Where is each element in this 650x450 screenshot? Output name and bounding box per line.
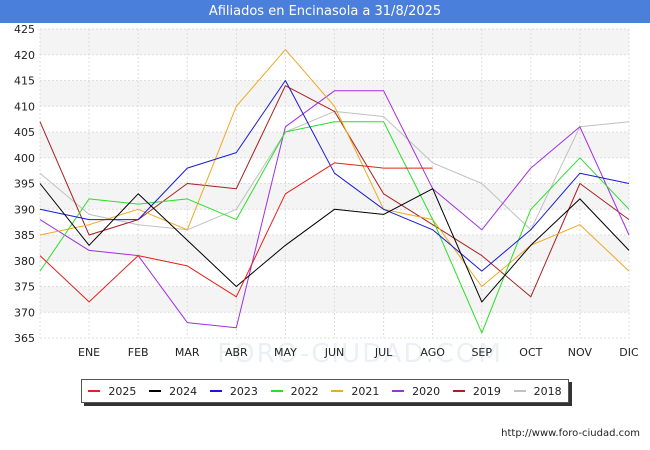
legend-item-2025: 2025 <box>88 385 136 398</box>
legend-swatch <box>270 390 283 392</box>
x-tick-label: SEP <box>471 346 492 359</box>
series-line-2022 <box>39 121 630 334</box>
legend-item-2019: 2019 <box>452 384 501 398</box>
y-tick-label: 410 <box>14 100 35 113</box>
x-tick-label: ABR <box>225 346 248 359</box>
legend-label: 2023 <box>229 384 258 398</box>
y-tick-label: 395 <box>14 178 35 191</box>
y-tick-label: 420 <box>14 49 35 62</box>
x-tick-label: NOV <box>568 346 593 359</box>
series-line-2024 <box>39 183 630 303</box>
y-tick-label: 380 <box>14 255 35 268</box>
y-tick-label: 400 <box>14 152 35 165</box>
legend-item-2021: 2021 <box>331 385 379 398</box>
x-axis-ticks: ENE FEB MAR ABR MAY JUN JUL AGO SEP OCT NOV DIC <box>78 346 639 359</box>
watermark-text: FORO-CIUDAD.COM <box>217 339 503 369</box>
grid-band <box>40 235 629 261</box>
x-tick-label: FEB <box>128 346 149 359</box>
legend-swatch <box>331 390 344 392</box>
legend-item-2020: 2020 <box>392 385 440 398</box>
legend-swatch <box>452 390 465 392</box>
legend-label: 2019 <box>472 384 501 398</box>
legend-swatch <box>149 390 162 392</box>
y-tick-label: 425 <box>14 23 35 36</box>
x-tick-label: DIC <box>619 346 639 359</box>
y-tick-label: 390 <box>14 203 35 216</box>
x-tick-label: MAY <box>274 346 297 359</box>
y-tick-label: 405 <box>14 126 35 139</box>
y-tick-label: 370 <box>14 306 35 319</box>
y-tick-label: 375 <box>14 281 35 294</box>
legend-label: 2018 <box>533 384 562 398</box>
series-line-2023 <box>39 80 630 272</box>
source-link[interactable]: http://www.foro-ciudad.com <box>501 428 640 439</box>
legend-swatch <box>513 390 526 392</box>
legend-item-2023: 2023 <box>209 384 258 398</box>
x-tick-label: OCT <box>519 346 542 359</box>
legend-item-2018: 2018 <box>513 384 562 398</box>
x-tick-label: MAR <box>175 346 200 359</box>
legend-label: 2024 <box>169 384 198 398</box>
chart-title: Afiliados en Encinasola a 31/8/2025 <box>0 0 650 23</box>
legend-swatch <box>392 390 405 392</box>
x-tick-label: JUN <box>324 346 345 359</box>
legend: 2025 2024 2023 2022 2021 2020 2019 2018 <box>81 379 569 403</box>
x-tick-label: ENE <box>78 346 100 359</box>
grid-band <box>40 183 629 210</box>
legend-item-2024: 2024 <box>149 385 197 398</box>
legend-swatch <box>209 390 222 392</box>
x-tick-label: JUL <box>374 346 393 359</box>
y-tick-label: 415 <box>14 75 35 88</box>
series-line-2025 <box>39 162 433 303</box>
legend-label: 2022 <box>290 384 319 398</box>
y-axis-ticks: 365 370 375 380 385 390 395 400 405 410 415 420 425 <box>14 23 35 345</box>
legend-swatch <box>88 390 101 392</box>
x-tick-label: AGO <box>420 346 445 359</box>
series-layer <box>39 49 630 334</box>
legend-label: 2020 <box>412 384 441 398</box>
y-tick-label: 365 <box>14 332 35 345</box>
legend-label: 2025 <box>108 384 137 398</box>
legend-label: 2021 <box>351 384 380 398</box>
y-tick-label: 385 <box>14 229 35 242</box>
legend-item-2022: 2022 <box>270 384 319 398</box>
grid-band <box>40 54 629 81</box>
